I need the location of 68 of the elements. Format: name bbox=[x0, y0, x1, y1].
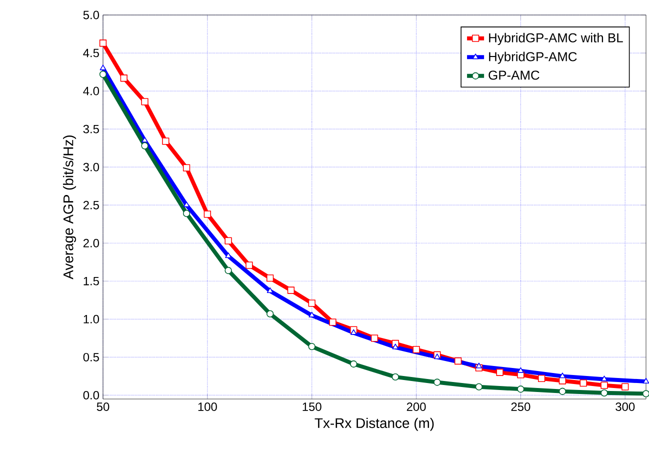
point bbox=[496, 368, 504, 376]
y-tick-label: 3.5 bbox=[83, 124, 99, 134]
point bbox=[392, 344, 399, 350]
point bbox=[642, 390, 649, 398]
point bbox=[600, 389, 608, 397]
point bbox=[141, 98, 148, 106]
point bbox=[434, 378, 441, 386]
point bbox=[182, 164, 190, 172]
point bbox=[329, 318, 336, 326]
point bbox=[601, 376, 608, 382]
point bbox=[308, 300, 316, 307]
point bbox=[454, 357, 462, 365]
point bbox=[99, 40, 107, 47]
point bbox=[558, 388, 566, 395]
y-axis-title: Average AGP (bit/s/Hz) bbox=[63, 136, 76, 280]
point bbox=[559, 372, 566, 378]
point bbox=[120, 74, 128, 82]
y-tick-label: 4.5 bbox=[83, 48, 99, 58]
point bbox=[350, 329, 357, 335]
point bbox=[475, 383, 483, 390]
y-tick-label: 4.0 bbox=[83, 86, 100, 96]
x-tick-label: 150 bbox=[302, 402, 322, 411]
point bbox=[392, 373, 399, 381]
point bbox=[183, 202, 190, 208]
point bbox=[224, 266, 232, 274]
point bbox=[517, 386, 524, 393]
y-tick-label: 2.0 bbox=[83, 238, 100, 248]
point bbox=[204, 210, 212, 218]
point bbox=[476, 362, 482, 368]
y-tick-label: 0.0 bbox=[83, 390, 100, 400]
legend-label: GP-AMC bbox=[488, 70, 540, 80]
point bbox=[308, 342, 316, 350]
point bbox=[622, 383, 629, 390]
x-axis-title: Tx-Rx Distance (m) bbox=[314, 418, 434, 431]
y-tick-label: 2.5 bbox=[83, 200, 99, 210]
point bbox=[350, 360, 358, 368]
y-tick-label: 1.0 bbox=[84, 314, 100, 324]
point bbox=[182, 210, 190, 218]
x-tick-label: 50 bbox=[96, 402, 110, 411]
x-tick-label: 100 bbox=[198, 402, 217, 411]
x-tick-label: 300 bbox=[616, 402, 635, 411]
y-tick-label: 3.0 bbox=[83, 162, 100, 172]
point bbox=[142, 136, 148, 142]
point bbox=[412, 346, 420, 354]
y-tick-label: 1.5 bbox=[84, 276, 99, 286]
x-tick-label: 200 bbox=[406, 402, 426, 411]
y-tick-label: 5.0 bbox=[83, 10, 100, 20]
point bbox=[434, 354, 440, 360]
point bbox=[580, 379, 587, 387]
point bbox=[287, 286, 295, 294]
point bbox=[266, 287, 274, 294]
point bbox=[266, 274, 274, 282]
point bbox=[600, 382, 608, 389]
point bbox=[642, 378, 649, 384]
point bbox=[538, 374, 546, 382]
point bbox=[246, 262, 253, 269]
y-tick-label: 0.5 bbox=[83, 352, 99, 362]
point bbox=[224, 237, 232, 244]
point bbox=[99, 70, 107, 78]
point bbox=[558, 377, 566, 384]
legend-label: HybridGP-AMC with BL bbox=[489, 32, 623, 45]
point bbox=[141, 142, 148, 150]
point bbox=[518, 367, 524, 373]
legend-label: HybridGP-AMC bbox=[489, 52, 577, 64]
point bbox=[162, 138, 170, 145]
point bbox=[370, 334, 378, 342]
point bbox=[266, 310, 274, 318]
x-tick-label: 250 bbox=[511, 402, 530, 411]
